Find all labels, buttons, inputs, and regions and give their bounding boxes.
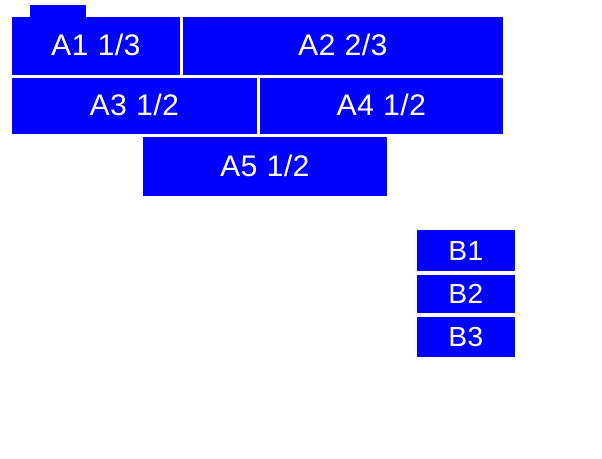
box-a2-label: A2 2/3 xyxy=(298,29,388,62)
box-a5-label: A5 1/2 xyxy=(220,149,310,183)
box-b1[interactable]: B1 xyxy=(417,230,515,271)
box-a4[interactable]: A4 1/2 xyxy=(260,78,503,134)
box-a1[interactable]: A1 1/3 xyxy=(12,17,180,75)
box-a2[interactable]: A2 2/3 xyxy=(183,17,503,75)
marker-box xyxy=(30,5,86,17)
box-b2-label: B2 xyxy=(448,278,484,309)
box-b2[interactable]: B2 xyxy=(417,275,515,313)
box-a3-label: A3 1/2 xyxy=(89,89,180,122)
box-b1-label: B1 xyxy=(448,234,484,266)
box-a4-label: A4 1/2 xyxy=(336,89,427,122)
box-a5[interactable]: A5 1/2 xyxy=(143,137,387,196)
box-b3-label: B3 xyxy=(448,321,484,352)
box-a3[interactable]: A3 1/2 xyxy=(12,78,257,134)
box-b3[interactable]: B3 xyxy=(417,317,515,357)
box-a1-label: A1 1/3 xyxy=(51,29,141,62)
